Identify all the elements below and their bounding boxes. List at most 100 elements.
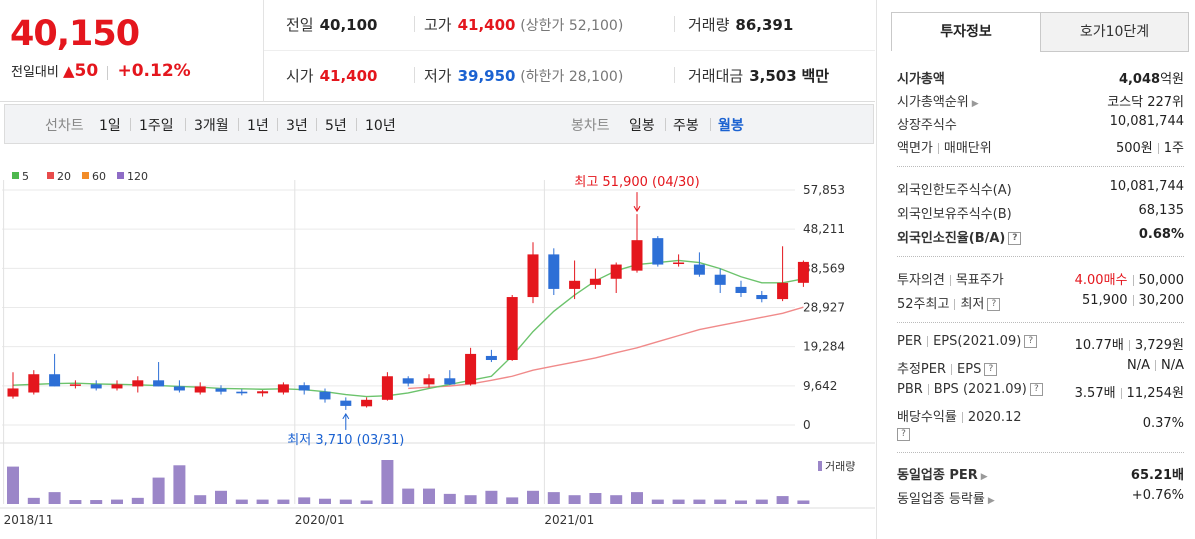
- par-value-label: 액면가: [897, 141, 933, 156]
- legend-label: 5: [22, 170, 29, 183]
- quote-grid: 전일 40,100 고가 41,400 (상한가 52,100) 거래량 86,391…: [264, 0, 875, 102]
- market-cap-rank-value: 코스닥 227위: [1107, 95, 1184, 110]
- info-row-market-cap-rank[interactable]: 시가총액순위 ▶ 코스닥 227위: [897, 89, 1184, 111]
- prev-close: 전일 40,100: [286, 14, 378, 35]
- est-eps-value: N/A: [1161, 358, 1184, 373]
- high-price: 고가 41,400 (상한가 52,100): [424, 14, 623, 35]
- help-icon[interactable]: ?: [1024, 335, 1038, 348]
- period-3m-button[interactable]: 3개월: [194, 118, 229, 134]
- per-value: 10.77배: [1074, 338, 1124, 353]
- y-tick-label: 28,927: [803, 301, 845, 315]
- candle-body: [132, 380, 144, 387]
- period-3y-button[interactable]: 3년: [286, 118, 308, 134]
- listed-shares-value: 10,081,744: [1109, 114, 1184, 129]
- y-tick-label: 48,211: [803, 222, 845, 236]
- candle-body: [340, 400, 352, 406]
- help-icon[interactable]: ?: [897, 428, 910, 441]
- candle-body: [319, 391, 331, 400]
- foreign-ratio-label: 외국인소진율(B/A): [897, 231, 1006, 246]
- change-row: 전일대비 ▲50 +0.12%: [11, 61, 191, 81]
- candle-body: [569, 280, 581, 289]
- legend-swatch: [12, 172, 19, 179]
- volume-bar: [589, 493, 602, 504]
- volume-bar: [339, 499, 352, 504]
- help-icon[interactable]: ?: [987, 298, 1001, 311]
- divider: [107, 65, 109, 80]
- y-tick-label: 57,853: [803, 183, 845, 197]
- low-value: 39,950: [457, 67, 516, 85]
- foreign-holdings-value: 68,135: [1138, 203, 1185, 218]
- foreign-ratio-value: 0.68%: [1138, 227, 1184, 242]
- trade-unit-label: 매매단위: [943, 141, 992, 156]
- candle-daily-button[interactable]: 일봉: [629, 118, 655, 134]
- info-row-industry-per[interactable]: 동일업종 PER ▶ 65.21배: [897, 462, 1184, 484]
- volume-bar: [173, 465, 186, 504]
- help-icon[interactable]: ?: [984, 363, 998, 376]
- candle-body: [610, 264, 622, 279]
- volume-legend-swatch: [818, 461, 822, 471]
- candle-weekly-button[interactable]: 주봉: [673, 118, 699, 134]
- tab-order-book[interactable]: 호가10단계: [1040, 12, 1189, 52]
- period-1w-button[interactable]: 1주일: [139, 118, 174, 134]
- x-tick-label: 2018/11: [4, 513, 54, 527]
- candle-body: [548, 254, 560, 289]
- info-row-est-per: 추정PER EPS? N/A N/A: [897, 356, 1184, 378]
- max-annotation: 최고 51,900 (04/30): [574, 175, 699, 190]
- divider: [356, 118, 357, 131]
- eps-label: EPS(2021.09): [933, 334, 1022, 349]
- volume-bar: [194, 495, 207, 504]
- divider: [897, 256, 1184, 257]
- prev-close-label: 전일: [286, 16, 314, 34]
- candle-body: [589, 278, 601, 285]
- volume-bar: [319, 498, 331, 504]
- chart-period-bar: 선차트 1일 1주일 3개월 1년 3년 5년 10년 봉차트 일봉 주봉 월봉: [4, 104, 874, 144]
- industry-per-label: 동일업종 PER: [897, 468, 978, 483]
- candle-body: [402, 378, 414, 384]
- market-cap-label: 시가총액: [897, 72, 945, 87]
- investment-info-panel: 투자정보 호가10단계 시가총액 4,048억원 시가총액순위 ▶ 코스닥 227…: [876, 0, 1195, 539]
- bps-value: 11,254원: [1126, 386, 1184, 401]
- candle-body: [153, 380, 165, 387]
- amount-unit: 백만: [801, 67, 830, 85]
- candlestick-chart: 57,853 48,211 38,569 28,927 19,284 9,642 0 2018…: [0, 170, 875, 527]
- market-cap-value: 4,048: [1118, 72, 1161, 87]
- min-annotation: 최저 3,710 (03/31): [287, 433, 404, 448]
- volume-bar: [69, 500, 82, 504]
- volume-bar: [402, 488, 415, 504]
- foreign-limit-label: 외국인한도주식수(A): [897, 183, 1012, 198]
- market-cap-unit: 억원: [1160, 72, 1184, 87]
- candle-body: [49, 374, 61, 387]
- candle-body: [506, 297, 518, 361]
- divider: [897, 166, 1184, 167]
- volume-bar: [111, 499, 123, 504]
- volume-bar: [152, 477, 165, 504]
- candle-body: [90, 384, 102, 389]
- candle-body: [714, 274, 726, 285]
- divider: [897, 322, 1184, 323]
- period-1y-button[interactable]: 1년: [247, 118, 269, 134]
- candle-body: [194, 386, 206, 393]
- candle-body: [797, 261, 809, 283]
- help-icon[interactable]: ?: [1029, 383, 1043, 396]
- period-1d-button[interactable]: 1일: [99, 118, 121, 134]
- help-icon[interactable]: ?: [1008, 232, 1022, 245]
- volume-bar: [610, 495, 623, 504]
- y-tick-label: 19,284: [803, 340, 845, 354]
- info-row-foreign-holdings: 외국인보유주식수(B) 68,135: [897, 201, 1184, 223]
- y-tick-label: 9,642: [803, 379, 837, 393]
- volume-bar: [7, 466, 19, 504]
- 52w-high-label: 52주최고: [897, 297, 950, 312]
- period-5y-button[interactable]: 5년: [325, 118, 347, 134]
- foreign-limit-value: 10,081,744: [1109, 179, 1184, 194]
- period-10y-button[interactable]: 10년: [365, 118, 396, 134]
- par-value: 500원: [1115, 141, 1153, 156]
- info-row-industry-change[interactable]: 동일업종 등락률 ▶ +0.76%: [897, 486, 1184, 508]
- divider: [674, 16, 675, 32]
- candle-body: [236, 391, 248, 394]
- est-eps-label: EPS: [957, 362, 982, 377]
- info-row-pbr: PBR BPS (2021.09)? 3.57배 11,254원: [897, 380, 1184, 402]
- tab-investment-info[interactable]: 투자정보: [891, 12, 1041, 51]
- candle-monthly-button[interactable]: 월봉: [718, 118, 744, 134]
- low-label: 저가: [424, 67, 452, 85]
- opinion-label: 투자의견: [897, 273, 945, 288]
